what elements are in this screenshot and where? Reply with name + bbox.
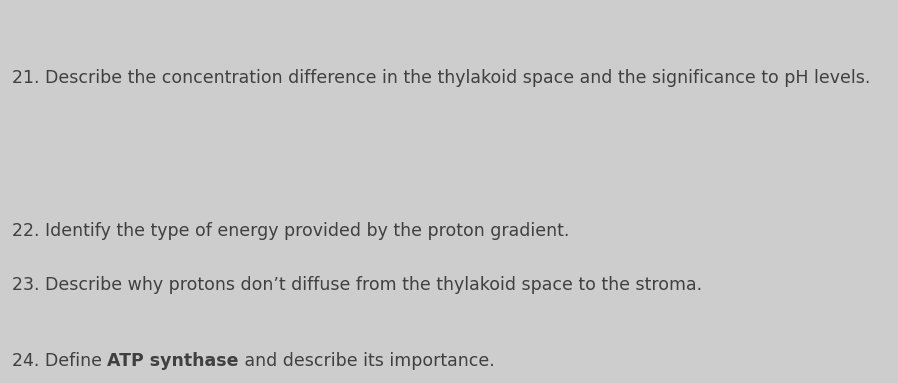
Text: 21. Describe the concentration difference in the thylakoid space and the signifi: 21. Describe the concentration differenc… — [12, 69, 870, 87]
Text: 24. Define: 24. Define — [12, 352, 107, 370]
Text: 23. Describe why protons don’t diffuse from the thylakoid space to the stroma.: 23. Describe why protons don’t diffuse f… — [12, 276, 702, 294]
Text: and describe its importance.: and describe its importance. — [239, 352, 495, 370]
Text: 22. Identify the type of energy provided by the proton gradient.: 22. Identify the type of energy provided… — [12, 222, 569, 240]
Text: ATP synthase: ATP synthase — [107, 352, 239, 370]
